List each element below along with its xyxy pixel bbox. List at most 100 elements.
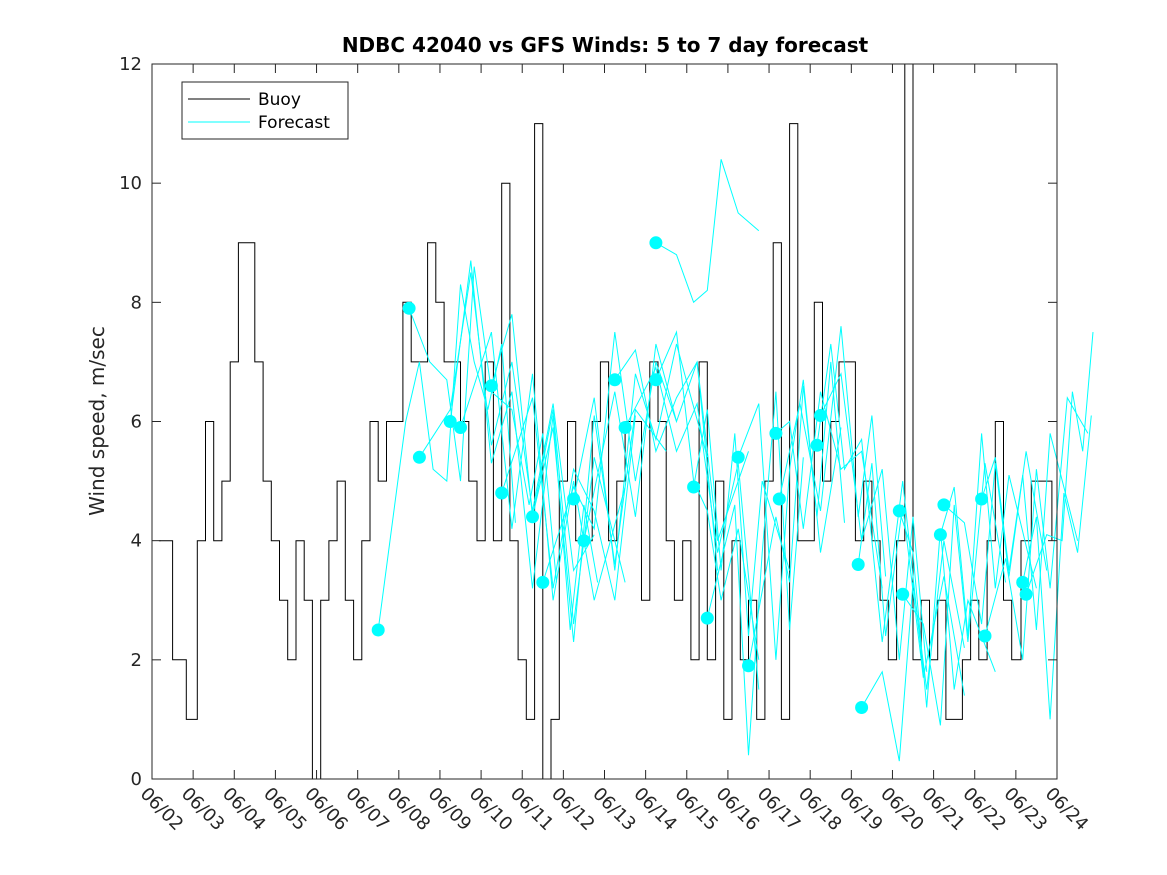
- x-tick-label-4: 06/06: [300, 783, 352, 835]
- forecast-line-0: [377, 284, 516, 631]
- forecast-line-20: [778, 326, 887, 577]
- forecast-marker-24: [855, 701, 869, 714]
- forecast-line-13: [655, 330, 760, 660]
- forecast-line-3: [449, 260, 599, 631]
- x-tick-label-6: 06/08: [383, 783, 435, 835]
- x-tick-label-1: 06/03: [177, 783, 229, 835]
- forecast-marker-2: [412, 450, 426, 464]
- forecast-line-1: [408, 266, 557, 583]
- x-tick-label-9: 06/11: [506, 783, 558, 835]
- forecast-marker-11: [608, 373, 622, 387]
- forecast-marker-20: [772, 492, 786, 506]
- forecast-line-16: [706, 391, 804, 756]
- forecast-marker-28: [937, 498, 951, 512]
- forecast-marker-10: [577, 534, 591, 548]
- x-tick-label-14: 06/16: [712, 783, 764, 835]
- forecast-line-8: [542, 332, 677, 583]
- x-tick-label-11: 06/13: [588, 783, 640, 835]
- forecast-marker-27: [933, 528, 947, 542]
- forecast-line-15: [693, 409, 791, 637]
- forecast-marker-25: [892, 504, 906, 518]
- forecast-line-21: [816, 343, 924, 672]
- x-tick-label-3: 06/05: [259, 783, 311, 835]
- x-tick-label-18: 06/20: [876, 783, 928, 835]
- forecast-line-24: [861, 540, 965, 762]
- y-tick-label-0: 0: [131, 769, 142, 790]
- forecast-marker-6: [495, 486, 509, 500]
- forecast-line-23: [857, 463, 965, 696]
- forecast-marker-30: [978, 629, 992, 643]
- forecast-line-26: [902, 463, 1007, 726]
- forecast-marker-9: [567, 492, 581, 506]
- forecast-line-14: [655, 159, 760, 304]
- forecast-marker-0: [371, 623, 385, 637]
- y-tick-label-4: 4: [131, 531, 142, 552]
- forecast-line-32: [1025, 332, 1094, 595]
- x-tick-label-2: 06/04: [218, 783, 270, 835]
- forecast-marker-23: [851, 558, 865, 571]
- forecast-marker-17: [731, 450, 745, 464]
- forecast-line-11: [614, 348, 749, 541]
- forecast-line-9: [573, 343, 708, 571]
- x-tick-label-20: 06/22: [959, 783, 1011, 835]
- x-tick-label-16: 06/18: [794, 783, 846, 835]
- forecast-line-30: [984, 396, 1089, 660]
- forecast-marker-4: [454, 421, 467, 434]
- forecast-marker-19: [769, 426, 783, 440]
- forecast-marker-22: [814, 409, 827, 422]
- y-tick-label-6: 6: [131, 412, 142, 433]
- forecast-line-6: [501, 397, 636, 601]
- forecast-line-18: [748, 361, 845, 666]
- x-tick-label-22: 06/24: [1041, 783, 1093, 835]
- plot-area: [152, 63, 1094, 780]
- x-tick-label-17: 06/19: [835, 783, 887, 835]
- forecast-line-4: [460, 331, 626, 601]
- x-tick-label-5: 06/07: [341, 783, 393, 835]
- y-tick-label-8: 8: [131, 292, 142, 313]
- forecast-line-2: [418, 272, 595, 573]
- legend-buoy-label: Buoy: [258, 90, 301, 110]
- forecast-line-5: [490, 314, 626, 625]
- forecast-marker-12: [618, 421, 632, 434]
- forecast-marker-1: [402, 301, 416, 315]
- forecast-marker-5: [484, 379, 498, 393]
- forecast-line-17: [737, 379, 842, 660]
- x-tick-label-10: 06/12: [547, 783, 599, 835]
- forecast-line-7: [532, 408, 667, 643]
- forecast-marker-18: [742, 659, 755, 673]
- x-tick-label-12: 06/14: [629, 783, 681, 835]
- forecast-marker-32: [1019, 587, 1033, 601]
- plot-background: [152, 64, 1057, 779]
- forecast-marker-3: [443, 415, 457, 428]
- x-tick-label-0: 06/02: [136, 783, 188, 835]
- y-tick-label-12: 12: [119, 54, 142, 75]
- forecast-marker-15: [687, 480, 701, 494]
- y-axis-label: Wind speed, m/sec: [85, 326, 109, 516]
- forecast-marker-26: [896, 587, 910, 601]
- forecast-marker-21: [810, 438, 824, 452]
- forecast-line-27: [939, 433, 1037, 637]
- y-tick-label-10: 10: [119, 173, 142, 194]
- legend: Buoy Forecast: [181, 81, 349, 140]
- forecast-marker-13: [649, 373, 663, 387]
- legend-box: [181, 81, 349, 140]
- x-tick-label-15: 06/17: [753, 783, 805, 835]
- x-tick-label-13: 06/15: [671, 783, 723, 835]
- forecast-line-28: [943, 451, 1048, 625]
- x-tick-label-7: 06/09: [424, 783, 476, 835]
- x-tick-label-21: 06/23: [1000, 783, 1052, 835]
- forecast-marker-8: [536, 575, 550, 589]
- forecast-marker-7: [526, 510, 539, 524]
- x-tick-label-19: 06/21: [917, 783, 969, 835]
- forecast-marker-31: [1016, 575, 1030, 589]
- forecast-marker-16: [700, 611, 714, 625]
- forecast-marker-29: [975, 492, 989, 506]
- x-tick-label-8: 06/10: [465, 783, 517, 835]
- legend-forecast-label: Forecast: [258, 113, 330, 133]
- forecast-line-19: [775, 391, 883, 589]
- chart-title: NDBC 42040 vs GFS Winds: 5 to 7 day fore…: [342, 33, 869, 57]
- forecast-marker-14: [649, 236, 663, 250]
- forecast-line-29: [981, 433, 1079, 631]
- y-tick-label-2: 2: [131, 650, 142, 671]
